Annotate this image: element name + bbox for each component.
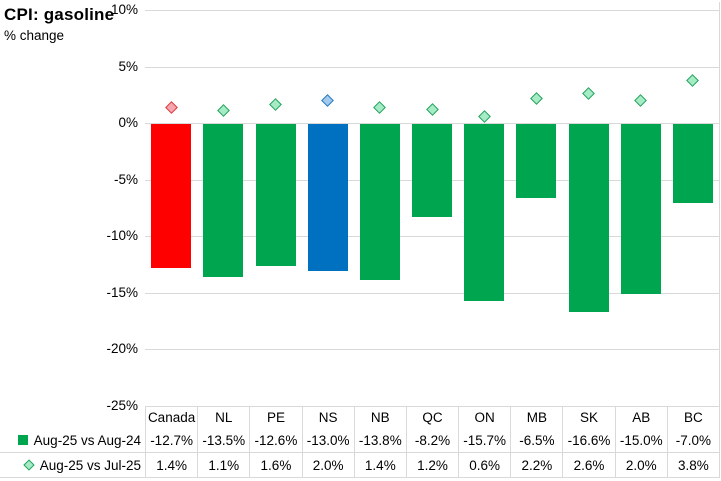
- marker-ab: [634, 94, 648, 107]
- table-cell-nl-row0: -13.5%: [197, 428, 250, 453]
- legend-label-0: Aug-25 vs Aug-24: [33, 432, 141, 448]
- table-cell-canada-row0: -12.7%: [145, 428, 198, 453]
- table-header-qc: QC: [405, 406, 459, 428]
- y-axis-tick-label: 10%: [110, 2, 138, 17]
- table-cell-bc-row1: 3.8%: [666, 453, 719, 478]
- marker-canada: [164, 100, 178, 114]
- y-axis-tick-label: -5%: [113, 172, 138, 187]
- table-header-nl: NL: [197, 406, 250, 428]
- table-header-on: ON: [458, 406, 511, 428]
- table-cell-nl-row1: 1.1%: [197, 453, 250, 478]
- table-corner-cell: [0, 406, 145, 428]
- legend-diamond-icon: [23, 459, 35, 471]
- plot-right-border: [719, 2, 720, 478]
- bar-pe: [255, 124, 296, 267]
- bar-nb: [359, 124, 400, 280]
- table-header-pe: PE: [249, 406, 302, 428]
- table-cell-pe-row1: 1.6%: [249, 453, 302, 478]
- legend-label-1: Aug-25 vs Jul-25: [39, 457, 141, 473]
- bar-canada: [151, 124, 192, 268]
- gridline: [145, 123, 720, 124]
- table-header-nb: NB: [353, 406, 406, 428]
- table-cell-mb-row1: 2.2%: [510, 453, 563, 478]
- y-axis-tick-label: -25%: [106, 398, 138, 413]
- marker-nl: [216, 104, 230, 117]
- table-header-mb: MB: [510, 406, 563, 428]
- y-axis-tick-label: -15%: [106, 285, 138, 300]
- data-table: Canada NL PE NS NB QC ON MB SK AB BC Aug-25 vs Aug-…: [0, 406, 719, 478]
- legend-item-1: Aug-25 vs Jul-25: [0, 453, 145, 478]
- marker-nb: [373, 100, 387, 114]
- marker-pe: [269, 98, 282, 112]
- legend-square-icon: [17, 435, 28, 445]
- table-header-ab: AB: [614, 406, 667, 428]
- table-cell-qc-row0: -8.2%: [405, 428, 459, 453]
- table-cell-pe-row0: -12.6%: [249, 428, 302, 453]
- table-cell-qc-row1: 1.2%: [405, 453, 459, 478]
- bar-mb: [516, 124, 557, 198]
- gridline: [145, 10, 720, 11]
- table-cell-sk-row1: 2.6%: [562, 453, 615, 478]
- gridline: [145, 293, 720, 294]
- marker-ns: [321, 94, 334, 107]
- legend-item-0: Aug-25 vs Aug-24: [0, 428, 145, 453]
- table-cell-on-row1: 0.6%: [458, 453, 511, 478]
- y-axis-tick-label: 0%: [118, 115, 138, 130]
- gridline: [145, 67, 720, 68]
- table-cell-sk-row0: -16.6%: [562, 428, 615, 453]
- bar-nl: [203, 124, 244, 277]
- chart-title: CPI: gasoline: [4, 5, 115, 24]
- table-header-sk: SK: [562, 406, 615, 428]
- gridline: [145, 236, 720, 237]
- marker-bc: [686, 73, 700, 87]
- table-cell-ns-row1: 2.0%: [301, 453, 354, 478]
- bar-bc: [672, 124, 713, 204]
- table-header-ns: NS: [301, 406, 354, 428]
- table-cell-ns-row0: -13.0%: [301, 428, 354, 453]
- marker-on: [477, 109, 491, 123]
- bar-sk: [568, 124, 609, 312]
- table-header-canada: Canada: [145, 406, 198, 428]
- marker-mb: [530, 91, 543, 105]
- marker-qc: [425, 103, 439, 116]
- table-header-bc: BC: [666, 406, 719, 428]
- table-cell-on-row0: -15.7%: [458, 428, 511, 453]
- bar-qc: [412, 124, 452, 217]
- y-axis-tick-label: -10%: [106, 228, 138, 243]
- gridline: [145, 349, 720, 350]
- bar-on: [464, 124, 505, 302]
- table-cell-bc-row0: -7.0%: [666, 428, 719, 453]
- bar-ns: [307, 124, 348, 271]
- marker-sk: [582, 87, 595, 100]
- chart-subtitle: % change: [4, 28, 65, 43]
- table-cell-nb-row0: -13.8%: [353, 428, 406, 453]
- table-cell-mb-row0: -6.5%: [510, 428, 563, 453]
- y-axis-tick-label: 5%: [118, 59, 138, 74]
- table-cell-ab-row1: 2.0%: [614, 453, 667, 478]
- table-cell-canada-row1: 1.4%: [145, 453, 198, 478]
- bar-ab: [620, 124, 661, 294]
- y-axis-tick-label: -20%: [106, 341, 138, 356]
- table-cell-nb-row1: 1.4%: [353, 453, 406, 478]
- table-cell-ab-row0: -15.0%: [614, 428, 667, 453]
